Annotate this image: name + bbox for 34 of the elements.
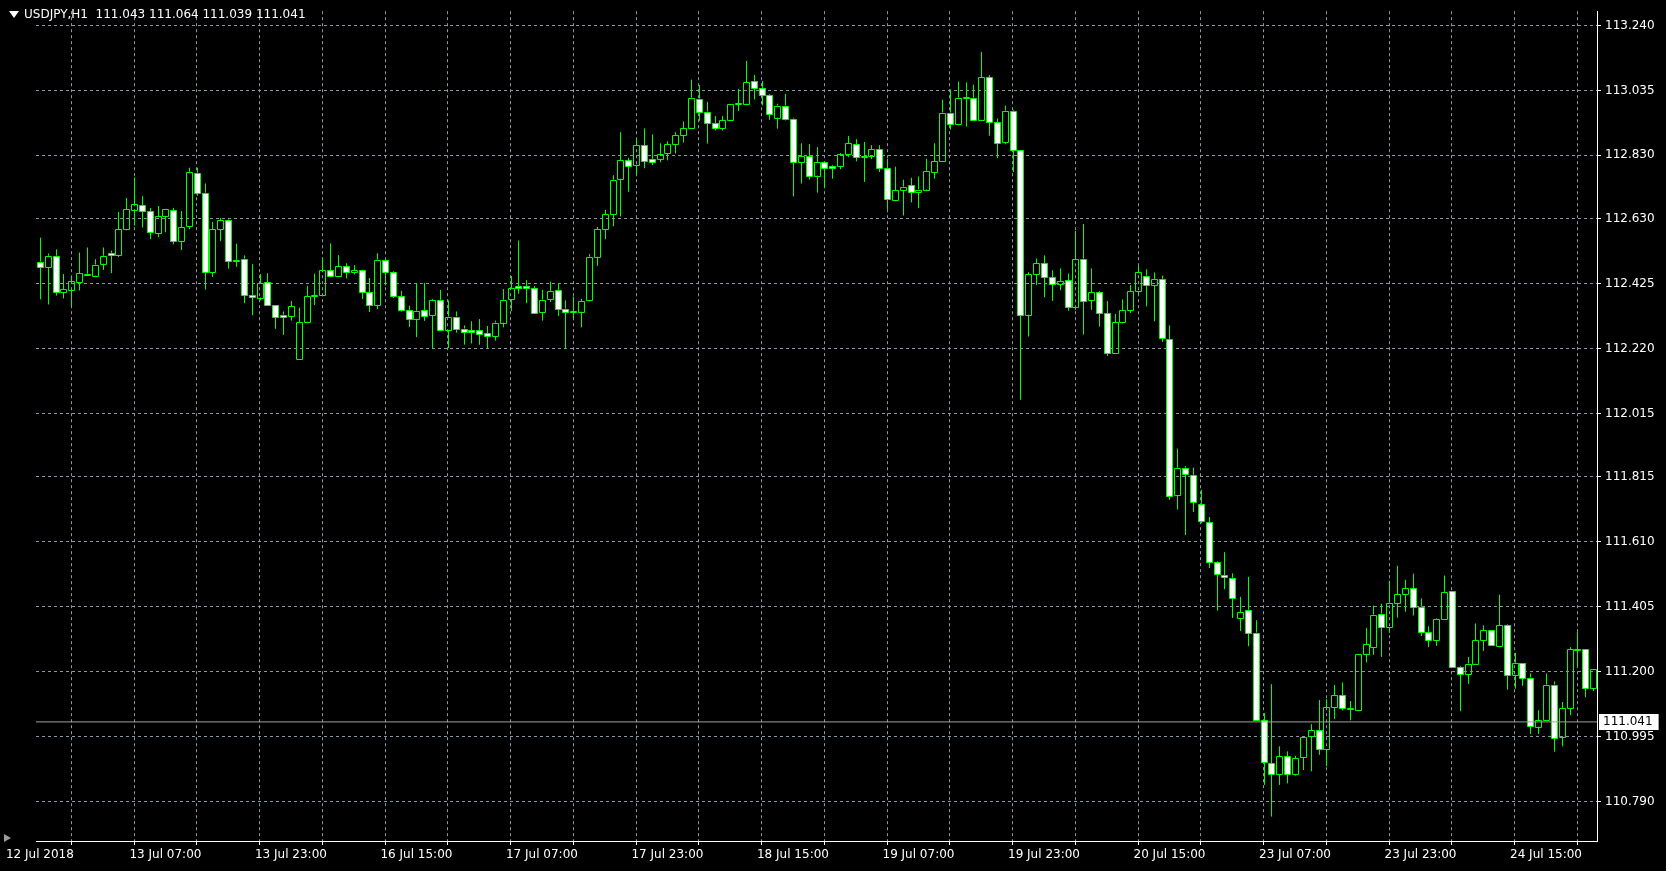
x-tick-label: 18 Jul 15:00 xyxy=(756,847,829,862)
x-tick-label: 17 Jul 07:00 xyxy=(505,847,578,862)
y-tick-label: 111.200 xyxy=(1605,663,1655,678)
x-tick-label: 19 Jul 23:00 xyxy=(1008,847,1080,862)
x-tick-label: 19 Jul 07:00 xyxy=(882,847,955,862)
y-tick-label: 111.815 xyxy=(1605,468,1655,483)
x-tick-label: 13 Jul 07:00 xyxy=(129,847,202,862)
y-tick-label: 112.220 xyxy=(1605,340,1655,355)
x-tick-label: 16 Jul 15:00 xyxy=(380,847,453,862)
y-tick-label: 113.035 xyxy=(1605,82,1655,97)
ref-line-label: 111.041 xyxy=(1603,714,1653,729)
y-tick-label: 112.630 xyxy=(1605,210,1655,225)
x-tick-label: 23 Jul 23:00 xyxy=(1384,847,1457,862)
candlestick xyxy=(1300,737,1307,771)
candlestick xyxy=(1229,572,1236,619)
x-tick-label: 17 Jul 23:00 xyxy=(631,847,704,862)
y-tick-label: 110.790 xyxy=(1605,793,1655,808)
y-tick-label: 112.015 xyxy=(1605,405,1655,420)
x-tick-label: 13 Jul 23:00 xyxy=(254,847,327,862)
candlestick xyxy=(1221,551,1228,590)
x-tick-label: 23 Jul 07:00 xyxy=(1259,847,1331,862)
x-tick-label: 20 Jul 15:00 xyxy=(1133,847,1206,862)
y-tick-label: 110.995 xyxy=(1605,728,1655,743)
y-tick-label: 112.830 xyxy=(1605,147,1655,162)
y-tick-label: 112.425 xyxy=(1605,275,1655,290)
candlestick xyxy=(100,246,107,271)
x-tick-label: 12 Jul 2018 xyxy=(5,847,74,862)
x-tick-label: 24 Jul 15:00 xyxy=(1510,847,1582,862)
y-tick-label: 113.240 xyxy=(1605,17,1655,32)
y-tick-label: 111.610 xyxy=(1605,533,1655,548)
chart-title: USDJPY,H1 111.043 111.064 111.039 111.041 xyxy=(24,7,306,21)
candlestick xyxy=(1198,489,1205,524)
candlestick xyxy=(1190,467,1197,513)
y-tick-label: 111.405 xyxy=(1605,598,1655,613)
